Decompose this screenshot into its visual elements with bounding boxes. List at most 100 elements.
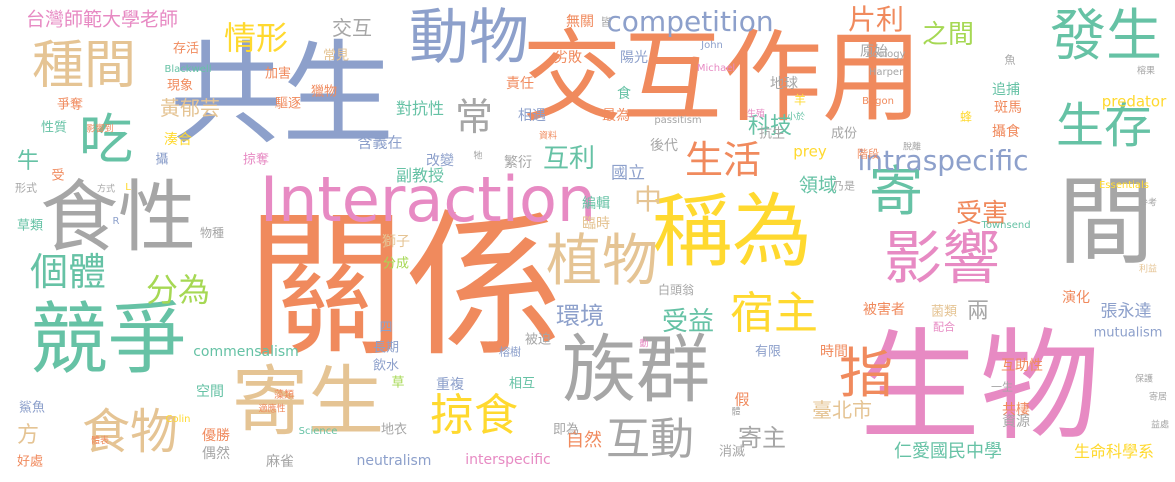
word: 自然 xyxy=(566,430,602,451)
word: 空間 xyxy=(196,384,224,400)
word: 現象 xyxy=(166,78,194,94)
word: 好處 xyxy=(16,454,44,470)
word: 植物 xyxy=(546,229,658,294)
word: 爭奪 xyxy=(56,97,84,113)
word: 保護 xyxy=(1134,374,1154,385)
word: 無關 xyxy=(566,14,594,30)
word: 生殖 xyxy=(746,109,766,120)
word: 關係 xyxy=(247,195,563,379)
word: 相遇 xyxy=(518,108,546,124)
word: 時間 xyxy=(820,344,848,360)
word: 吃 xyxy=(79,108,133,171)
word: 抗生 xyxy=(758,126,786,142)
word: 掠食 xyxy=(430,390,518,441)
word: 乃是 xyxy=(833,179,855,193)
word: 食 xyxy=(617,86,631,102)
word: 常見 xyxy=(322,48,350,64)
word: 體表 xyxy=(90,436,110,447)
word: 牛 xyxy=(16,149,40,174)
word: 四 xyxy=(379,320,393,336)
word: 存活 xyxy=(172,41,200,57)
word: Essentials xyxy=(1098,180,1150,191)
word: 被害者 xyxy=(863,302,905,318)
word: Michael xyxy=(696,63,736,74)
word: 性質 xyxy=(40,120,68,136)
word: R xyxy=(112,216,120,227)
word: 方 xyxy=(16,423,40,448)
word: 互助性 xyxy=(1001,358,1043,374)
word: 地衣 xyxy=(380,422,408,438)
word: 生命科學系 xyxy=(1073,442,1155,461)
word: 體 xyxy=(731,407,741,418)
word: 共生 xyxy=(170,30,394,160)
word: 兩 xyxy=(966,299,990,324)
word: 黃郁芸 xyxy=(160,96,220,120)
word: 消滅 xyxy=(718,444,746,460)
word: L xyxy=(125,182,131,193)
word: 原始 xyxy=(860,44,888,60)
word: 演化 xyxy=(1062,290,1090,306)
word: 國立 xyxy=(611,163,645,184)
word: neutralism xyxy=(356,453,432,469)
word: 交互 xyxy=(332,16,372,40)
word: 稱為 xyxy=(652,185,812,278)
word: 利益 xyxy=(1138,264,1158,275)
word: 食性 xyxy=(39,173,197,263)
word: 追捕 xyxy=(992,82,1020,98)
word: 互利 xyxy=(542,144,596,174)
word: 常 xyxy=(454,95,494,139)
word: 陽光 xyxy=(620,50,648,66)
word: 之間 xyxy=(921,20,975,50)
word: 鯊魚 xyxy=(18,400,46,416)
word: 成份 xyxy=(830,126,858,142)
word: 食物 xyxy=(81,404,179,460)
word: 階段 xyxy=(857,147,879,161)
word: 有限 xyxy=(754,344,782,360)
word: 獵物 xyxy=(310,84,338,100)
word: 方式 xyxy=(96,184,116,195)
word: 寄生 xyxy=(232,357,384,446)
word: John xyxy=(701,40,723,51)
word: 間 xyxy=(1058,166,1154,278)
word: 相互 xyxy=(508,376,536,392)
word: 皆 xyxy=(600,15,612,29)
word: 分成 xyxy=(382,256,410,272)
word: commensalism xyxy=(193,344,299,360)
word: 湊合 xyxy=(164,132,192,148)
word: 配合 xyxy=(933,320,955,334)
word: 最為 xyxy=(602,108,630,124)
word: Harper xyxy=(868,67,904,78)
word: 一生 xyxy=(991,380,1013,394)
word: predator xyxy=(1101,92,1167,111)
word: 種間 xyxy=(31,36,137,96)
word: 張永達 xyxy=(1100,301,1152,322)
word: competition xyxy=(606,5,774,38)
word: passitism xyxy=(654,115,702,126)
word: 草 xyxy=(391,375,405,391)
word: 指 xyxy=(839,342,893,405)
word: 後代 xyxy=(650,138,678,154)
word: 寄居 xyxy=(1148,392,1168,403)
word: prey xyxy=(793,142,827,161)
word: 飲水 xyxy=(372,358,400,374)
word: 對抗性 xyxy=(395,99,445,118)
word: 藻類 xyxy=(274,390,294,401)
word: 情形 xyxy=(223,19,289,57)
word: 驅逐 xyxy=(274,96,302,112)
word: 資料 xyxy=(538,131,558,142)
word: 被迫 xyxy=(524,332,552,348)
word: 繁衍 xyxy=(504,155,532,171)
word: 麻雀 xyxy=(266,454,294,470)
word: 地球 xyxy=(770,76,798,92)
word: 片利 xyxy=(847,3,905,36)
word: 族群 xyxy=(562,327,710,413)
word: interspecific xyxy=(465,452,551,468)
word: 發生 xyxy=(1050,4,1162,69)
word: 動物 xyxy=(409,3,529,73)
word: Colin xyxy=(165,414,191,425)
word: 仁愛國民中學 xyxy=(894,441,1002,462)
word: 編輯 xyxy=(582,196,610,212)
word: 受 xyxy=(51,168,65,184)
word: 寄 xyxy=(869,160,923,223)
